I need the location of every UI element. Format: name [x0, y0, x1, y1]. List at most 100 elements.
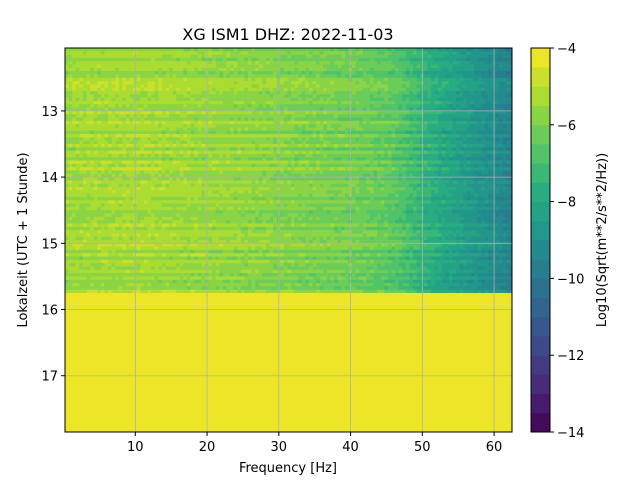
heatmap-cell: [291, 130, 295, 135]
heatmap-cell: [86, 71, 91, 75]
heatmap-cell: [97, 150, 102, 155]
heatmap-cell: [258, 107, 263, 112]
heatmap-cell: [226, 120, 231, 125]
heatmap-cell: [201, 61, 206, 65]
heatmap-cell: [190, 137, 195, 142]
heatmap-cell: [287, 64, 292, 69]
heatmap-cell: [262, 140, 267, 145]
heatmap-cell: [366, 144, 371, 148]
heatmap-cell: [470, 84, 475, 89]
heatmap-cell: [247, 117, 252, 122]
heatmap-cell: [308, 144, 313, 148]
heatmap-cell: [456, 167, 461, 171]
heatmap-cell: [312, 163, 317, 168]
heatmap-cell: [125, 137, 130, 142]
heatmap-cell: [412, 54, 417, 59]
heatmap-cell: [82, 77, 87, 82]
heatmap-cell: [423, 91, 428, 95]
heatmap-cell: [352, 94, 356, 99]
heatmap-cell: [298, 54, 303, 59]
heatmap-cell: [441, 81, 446, 85]
heatmap-cell: [154, 150, 159, 155]
heatmap-cell: [398, 163, 403, 168]
heatmap-cell: [136, 173, 141, 178]
heatmap-cell: [287, 91, 292, 95]
heatmap-cell: [495, 110, 500, 115]
heatmap-cell: [499, 61, 504, 65]
heatmap-cell: [280, 120, 285, 125]
heatmap-cell: [111, 74, 116, 79]
heatmap-cell: [122, 54, 127, 59]
heatmap-cell: [509, 144, 512, 148]
heatmap-cell: [104, 54, 109, 59]
heatmap-cell: [319, 74, 324, 79]
heatmap-cell: [395, 81, 400, 85]
heatmap-cell: [93, 74, 98, 79]
heatmap-cell: [287, 127, 292, 132]
heatmap-cell: [466, 91, 471, 95]
heatmap-cell: [352, 77, 356, 82]
heatmap-cell: [283, 117, 288, 122]
heatmap-cell: [255, 97, 260, 102]
heatmap-cell: [334, 97, 339, 102]
heatmap-cell: [186, 77, 191, 82]
heatmap-cell: [391, 170, 396, 175]
heatmap-cell: [398, 167, 403, 171]
heatmap-cell: [100, 130, 105, 135]
heatmap-cell: [369, 97, 374, 102]
heatmap-cell: [334, 150, 339, 155]
heatmap-cell: [237, 137, 242, 142]
heatmap-cell: [427, 163, 432, 168]
heatmap-cell: [305, 147, 310, 152]
heatmap-cell: [402, 153, 407, 158]
heatmap-cell: [82, 167, 87, 171]
heatmap-cell: [176, 51, 181, 56]
heatmap-cell: [68, 127, 73, 132]
heatmap-cell: [68, 81, 73, 85]
heatmap-cell: [387, 140, 392, 145]
heatmap-cell: [308, 124, 313, 128]
heatmap-cell: [298, 74, 303, 79]
heatmap-cell: [222, 167, 227, 171]
heatmap-cell: [341, 54, 346, 59]
heatmap-cell: [352, 160, 356, 165]
heatmap-cell: [108, 77, 113, 82]
heatmap-cell: [147, 57, 152, 62]
heatmap-cell: [265, 81, 270, 85]
heatmap-cell: [488, 120, 493, 125]
heatmap-cell: [416, 157, 421, 161]
heatmap-cell: [161, 140, 166, 145]
heatmap-cell: [143, 74, 148, 79]
heatmap-cell: [100, 84, 105, 89]
heatmap-cell: [380, 77, 385, 82]
heatmap-cell: [405, 117, 410, 122]
heatmap-cell: [488, 127, 493, 132]
heatmap-cell: [441, 144, 446, 148]
heatmap-cell: [161, 84, 166, 89]
heatmap-cell: [154, 84, 159, 89]
heatmap-cell: [423, 117, 428, 122]
heatmap-cell: [215, 57, 220, 62]
heatmap-cell: [427, 77, 432, 82]
heatmap-cell: [86, 110, 91, 115]
heatmap-cell: [143, 163, 148, 168]
heatmap-cell: [169, 104, 174, 108]
heatmap-cell: [438, 150, 443, 155]
heatmap-cell: [452, 94, 457, 99]
heatmap-cell: [308, 74, 313, 79]
heatmap-cell: [283, 104, 288, 108]
heatmap-cell: [100, 160, 105, 165]
heatmap-cell: [499, 160, 504, 165]
heatmap-cell: [430, 170, 435, 175]
heatmap-cell: [201, 91, 206, 95]
heatmap-cell: [495, 150, 500, 155]
heatmap-cell: [208, 153, 213, 158]
heatmap-cell: [473, 94, 478, 99]
heatmap-cell: [319, 147, 324, 152]
heatmap-cell: [244, 160, 249, 165]
heatmap-cell: [416, 94, 421, 99]
heatmap-cell: [448, 127, 453, 132]
heatmap-cell: [509, 48, 512, 52]
heatmap-cell: [323, 170, 328, 175]
heatmap-cell: [269, 71, 274, 75]
